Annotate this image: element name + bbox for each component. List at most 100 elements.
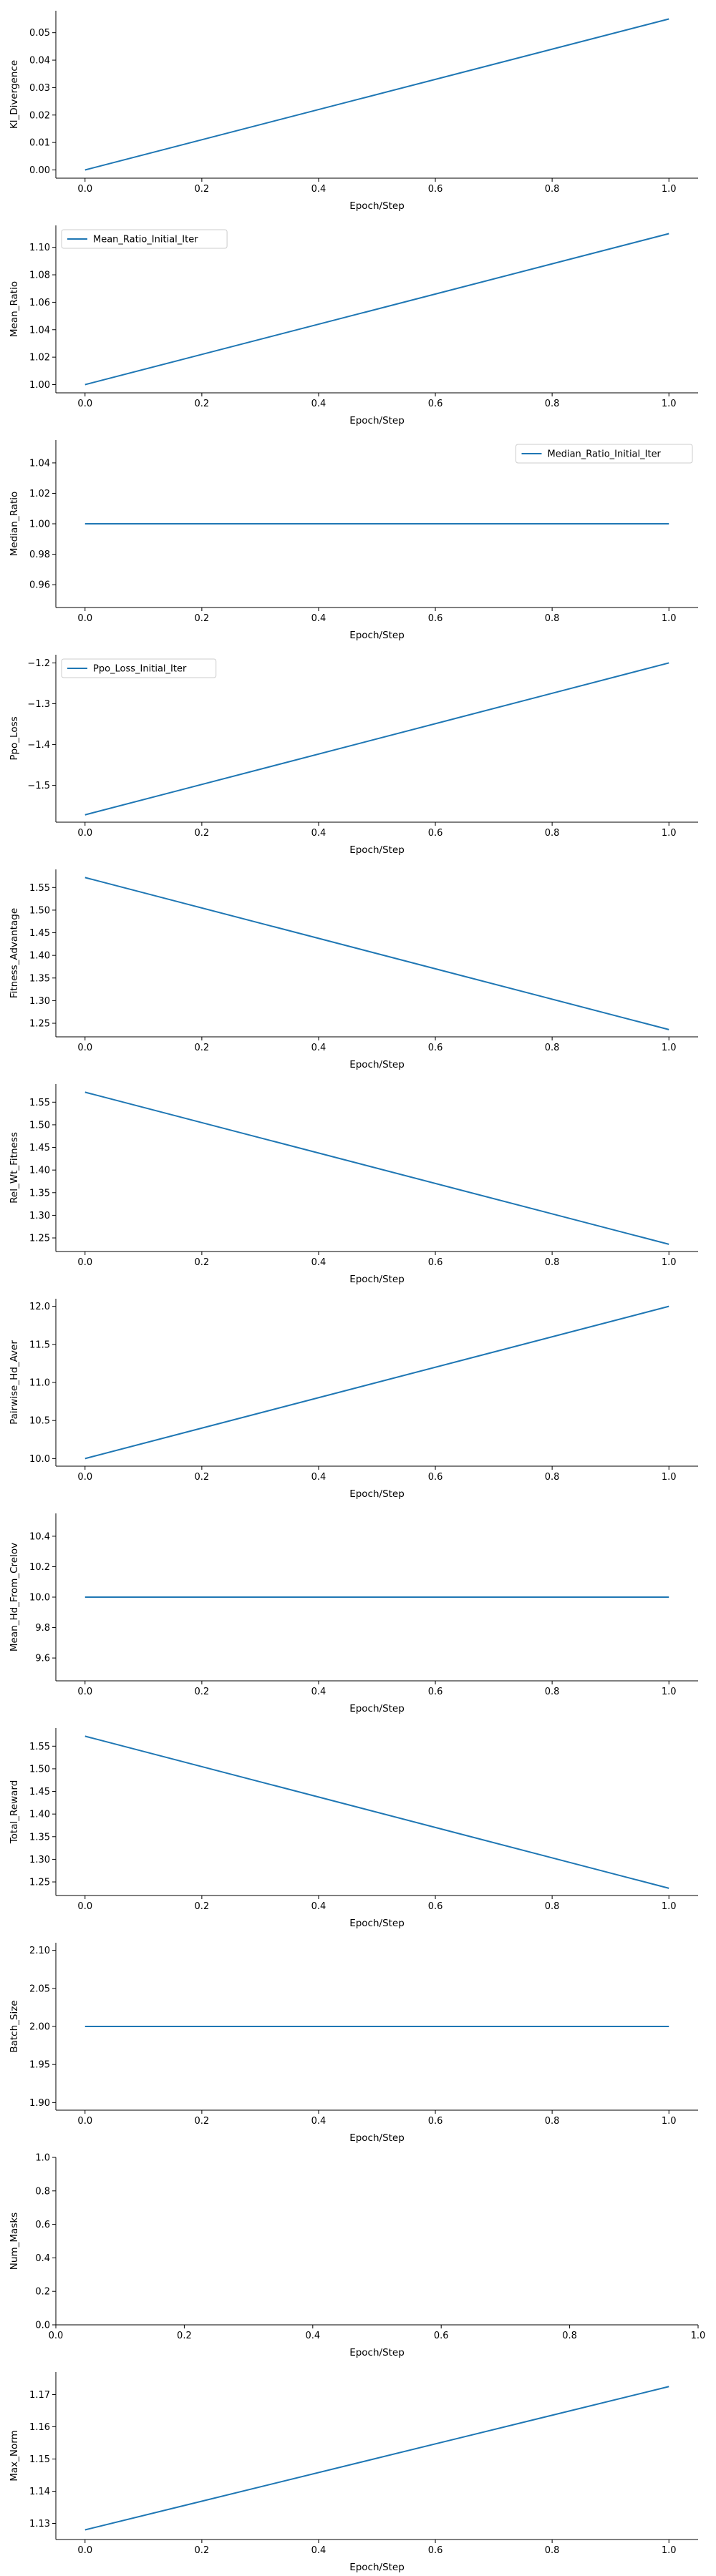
series-line bbox=[84, 233, 669, 386]
y-tick-label: −1.2 bbox=[27, 658, 50, 669]
y-axis-label: Kl_Divergence bbox=[9, 60, 20, 129]
y-tick-label: 1.0 bbox=[35, 2153, 50, 2164]
y-tick-label: 1.55 bbox=[29, 1098, 50, 1108]
x-axis-label: Epoch/Step bbox=[349, 2562, 405, 2573]
y-axis-label: Fitness_Advantage bbox=[9, 908, 20, 998]
y-tick-label: 1.45 bbox=[29, 928, 50, 939]
x-axis-label: Epoch/Step bbox=[349, 630, 405, 641]
series-line bbox=[84, 1305, 669, 1460]
y-tick-label: 1.40 bbox=[29, 951, 50, 962]
y-tick-label: 0.96 bbox=[29, 580, 50, 591]
x-tick-label: 0.4 bbox=[311, 828, 326, 839]
y-tick-label: 1.40 bbox=[29, 1166, 50, 1176]
x-tick-label: 0.0 bbox=[77, 1257, 92, 1268]
y-tick-label: 1.50 bbox=[29, 1764, 50, 1775]
x-tick-label: 0.8 bbox=[545, 1257, 560, 1268]
x-tick-label: 0.2 bbox=[195, 1472, 210, 1483]
y-tick-label: 0.02 bbox=[29, 110, 50, 121]
y-tick-label: 1.02 bbox=[29, 353, 50, 364]
y-tick-label: 0.00 bbox=[29, 165, 50, 176]
x-tick-label: 0.8 bbox=[545, 2545, 560, 2556]
x-tick-label: 0.0 bbox=[77, 184, 92, 195]
x-tick-label: 0.0 bbox=[77, 2116, 92, 2127]
y-tick-label: 0.4 bbox=[35, 2253, 50, 2264]
y-tick-label: 0.0 bbox=[35, 2321, 50, 2331]
y-tick-label: 12.0 bbox=[29, 1302, 50, 1312]
legend-label: Ppo_Loss_Initial_Iter bbox=[93, 664, 187, 675]
y-tick-label: 1.08 bbox=[29, 270, 50, 281]
y-tick-label: 2.10 bbox=[29, 1946, 50, 1956]
series-line bbox=[84, 2386, 669, 2531]
legend-label: Median_Ratio_Initial_Iter bbox=[548, 449, 662, 460]
x-tick-label: 0.6 bbox=[428, 184, 443, 195]
y-tick-label: 1.00 bbox=[29, 380, 50, 391]
x-tick-label: 0.0 bbox=[77, 1472, 92, 1483]
y-tick-label: 11.0 bbox=[29, 1378, 50, 1389]
subplot-3: 0.0 0.2 0.4 0.6 0.8 1.0 0.96 0.98 1.00 1.02 1.04 Ep… bbox=[9, 440, 698, 641]
y-tick-label: 0.01 bbox=[29, 138, 50, 149]
x-tick-label: 0.8 bbox=[545, 828, 560, 839]
subplot-6: 0.0 0.2 0.4 0.6 0.8 1.0 1.25 1.30 1.35 1.40 1.45 1.… bbox=[9, 1084, 698, 1285]
y-axis-label: Pairwise_Hd_Aver bbox=[9, 1340, 20, 1425]
x-tick-label: 1.0 bbox=[662, 2116, 677, 2127]
x-axis-label: Epoch/Step bbox=[349, 415, 405, 426]
subplot-8: 0.0 0.2 0.4 0.6 0.8 1.0 9.6 9.8 10.0 10.2 10.4 Epoc… bbox=[9, 1513, 698, 1714]
x-tick-label: 0.2 bbox=[195, 1043, 210, 1053]
y-tick-label: 1.30 bbox=[29, 1211, 50, 1221]
x-tick-label: 0.6 bbox=[434, 2331, 449, 2341]
x-tick-label: 1.0 bbox=[662, 1257, 677, 1268]
x-tick-label: 0.2 bbox=[177, 2331, 192, 2341]
y-axis-label: Median_Ratio bbox=[9, 492, 20, 557]
x-tick-label: 0.2 bbox=[195, 399, 210, 409]
y-axis-label: Mean_Hd_From_Crelov bbox=[9, 1543, 20, 1652]
x-tick-label: 0.0 bbox=[77, 1043, 92, 1053]
y-tick-label: 1.25 bbox=[29, 1878, 50, 1888]
y-tick-label: −1.5 bbox=[27, 781, 50, 791]
x-tick-label: 0.6 bbox=[428, 1472, 443, 1483]
x-tick-label: 0.6 bbox=[428, 613, 443, 624]
x-tick-label: 0.2 bbox=[195, 184, 210, 195]
x-tick-label: 0.0 bbox=[77, 1901, 92, 1912]
x-tick-label: 1.0 bbox=[662, 2545, 677, 2556]
y-tick-label: 1.13 bbox=[29, 2519, 50, 2529]
legend-box bbox=[516, 444, 693, 464]
y-tick-label: 0.04 bbox=[29, 56, 50, 67]
x-tick-label: 0.4 bbox=[311, 184, 326, 195]
y-tick-label: 1.50 bbox=[29, 1120, 50, 1131]
x-tick-label: 0.6 bbox=[428, 1901, 443, 1912]
y-tick-label: 9.8 bbox=[35, 1623, 50, 1634]
y-axis-label: Max_Norm bbox=[9, 2430, 20, 2481]
subplot-12: 0.0 0.2 0.4 0.6 0.8 1.0 1.13 1.14 1.15 1.16 1.17 Ep… bbox=[9, 2372, 698, 2573]
series-line bbox=[84, 877, 669, 1030]
x-tick-label: 0.2 bbox=[195, 1257, 210, 1268]
x-tick-label: 0.4 bbox=[311, 399, 326, 409]
y-tick-label: 10.2 bbox=[29, 1562, 50, 1573]
y-tick-label: 1.16 bbox=[29, 2422, 50, 2433]
y-tick-label: 0.2 bbox=[35, 2287, 50, 2298]
series-line bbox=[84, 1735, 669, 1889]
y-tick-label: 1.30 bbox=[29, 996, 50, 1007]
x-tick-label: 0.8 bbox=[545, 184, 560, 195]
x-tick-label: 0.2 bbox=[195, 613, 210, 624]
subplot-5: 0.0 0.2 0.4 0.6 0.8 1.0 1.25 1.30 1.35 1.40 1.45 1.… bbox=[9, 869, 698, 1070]
x-tick-label: 0.0 bbox=[77, 1687, 92, 1697]
x-tick-label: 0.8 bbox=[545, 1687, 560, 1697]
x-axis-label: Epoch/Step bbox=[349, 1918, 405, 1929]
y-tick-label: 1.00 bbox=[29, 519, 50, 530]
x-tick-label: 0.0 bbox=[77, 613, 92, 624]
y-tick-label: 10.4 bbox=[29, 1531, 50, 1542]
y-tick-label: 1.02 bbox=[29, 489, 50, 499]
y-tick-label: 10.0 bbox=[29, 1593, 50, 1604]
y-axis-label: Mean_Ratio bbox=[9, 281, 20, 337]
y-tick-label: 1.35 bbox=[29, 973, 50, 984]
legend-box bbox=[61, 658, 217, 678]
y-tick-label: 1.35 bbox=[29, 1832, 50, 1843]
x-tick-label: 1.0 bbox=[662, 1472, 677, 1483]
x-tick-label: 0.2 bbox=[195, 2545, 210, 2556]
x-tick-label: 0.8 bbox=[562, 2331, 577, 2341]
x-tick-label: 0.8 bbox=[545, 2116, 560, 2127]
y-tick-label: 1.90 bbox=[29, 2098, 50, 2109]
x-tick-label: 0.2 bbox=[195, 1687, 210, 1697]
y-tick-label: −1.4 bbox=[27, 740, 50, 751]
